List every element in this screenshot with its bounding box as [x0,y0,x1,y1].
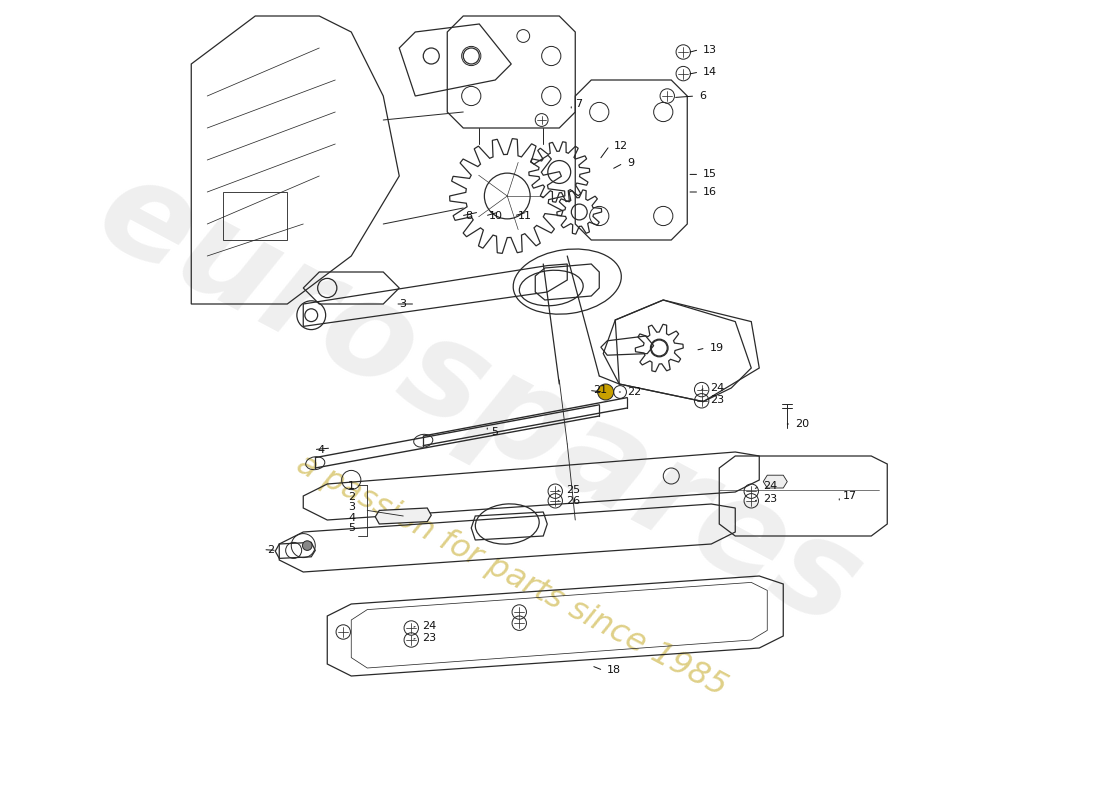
Text: 19: 19 [710,343,724,353]
Text: 25: 25 [565,485,580,494]
Text: 9: 9 [627,158,635,168]
Text: 12: 12 [614,141,628,150]
Text: 22: 22 [627,387,641,397]
Text: 3: 3 [349,502,355,512]
Text: 4: 4 [318,445,324,454]
Text: 23: 23 [710,395,724,405]
Text: 10: 10 [488,211,503,221]
Text: 24: 24 [763,482,778,491]
Text: 6: 6 [700,91,706,101]
Text: 21: 21 [593,386,607,395]
Text: 4: 4 [348,513,355,522]
Polygon shape [763,475,788,488]
Text: 1: 1 [349,482,355,491]
Text: 2: 2 [267,545,274,554]
Text: 24: 24 [421,621,436,630]
Text: 20: 20 [795,419,810,429]
Text: 3: 3 [399,299,406,309]
Text: 5: 5 [492,427,498,437]
Text: 2: 2 [348,492,355,502]
Text: 26: 26 [565,496,580,506]
Text: 15: 15 [703,170,717,179]
Text: eurospares: eurospares [76,145,882,655]
Text: 11: 11 [518,211,531,221]
Circle shape [302,541,312,550]
Text: 24: 24 [710,383,724,393]
Text: 16: 16 [703,187,717,197]
Polygon shape [375,508,431,524]
Text: 14: 14 [703,67,717,77]
Text: 23: 23 [421,633,436,642]
Text: 7: 7 [575,99,582,109]
Text: 23: 23 [763,494,778,504]
Text: 18: 18 [607,666,621,675]
Text: 5: 5 [349,523,355,533]
Circle shape [597,384,614,400]
Text: 13: 13 [703,45,717,54]
Text: 8: 8 [465,211,472,221]
Text: 17: 17 [844,491,857,501]
Text: a passion for parts since 1985: a passion for parts since 1985 [290,449,732,703]
